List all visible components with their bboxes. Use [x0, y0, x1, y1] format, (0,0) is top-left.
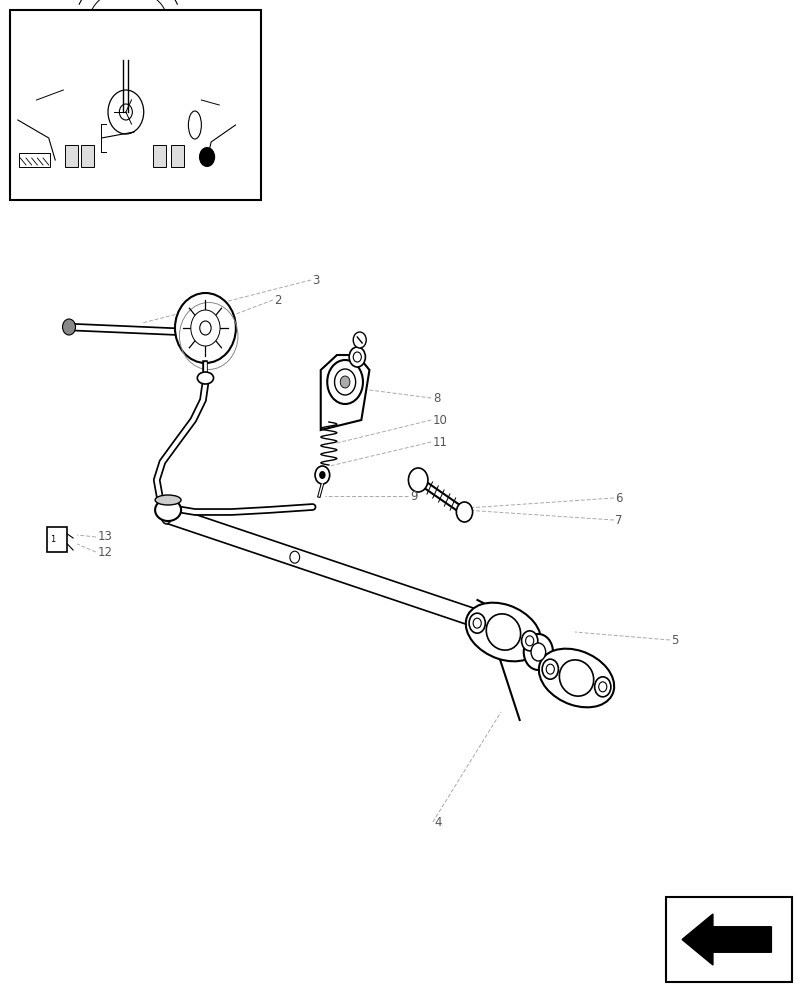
Text: 5: 5 [671, 634, 678, 647]
Circle shape [408, 468, 427, 492]
Ellipse shape [155, 499, 181, 521]
Circle shape [353, 352, 361, 362]
Circle shape [340, 376, 350, 388]
Circle shape [521, 631, 537, 651]
Circle shape [598, 682, 606, 692]
Bar [81, 145, 94, 167]
Bar [170, 145, 183, 167]
Ellipse shape [486, 614, 520, 650]
Bar [47, 527, 67, 552]
Ellipse shape [188, 111, 201, 139]
Circle shape [349, 347, 365, 367]
Polygon shape [681, 914, 770, 965]
Text: 8: 8 [432, 391, 440, 404]
Ellipse shape [539, 649, 613, 707]
Ellipse shape [466, 603, 540, 661]
Text: 3: 3 [312, 273, 320, 286]
Text: 13: 13 [97, 530, 112, 544]
Ellipse shape [481, 612, 492, 632]
Circle shape [525, 636, 533, 646]
Circle shape [353, 332, 366, 348]
Text: 7: 7 [615, 514, 622, 526]
Circle shape [315, 466, 329, 484]
Bar [10, 10, 261, 200]
Bar [65, 145, 78, 167]
Circle shape [327, 360, 363, 404]
Text: 6: 6 [615, 491, 622, 504]
Bar [19, 153, 50, 167]
Circle shape [469, 613, 485, 633]
Circle shape [319, 471, 325, 479]
Text: 9: 9 [410, 489, 417, 502]
Ellipse shape [559, 660, 593, 696]
Circle shape [473, 618, 481, 628]
Text: 4: 4 [434, 816, 441, 828]
Circle shape [456, 502, 472, 522]
Circle shape [199, 147, 215, 167]
Bar [152, 145, 165, 167]
Bar [665, 897, 791, 982]
Circle shape [546, 664, 554, 674]
Circle shape [200, 321, 211, 335]
Text: 1: 1 [50, 536, 55, 544]
Circle shape [523, 634, 552, 670]
Circle shape [542, 659, 558, 679]
Circle shape [334, 369, 355, 395]
Ellipse shape [161, 504, 172, 524]
Polygon shape [320, 355, 369, 430]
Circle shape [62, 319, 75, 335]
Ellipse shape [155, 495, 181, 505]
Circle shape [530, 643, 545, 661]
Circle shape [290, 551, 299, 563]
Ellipse shape [175, 293, 236, 363]
Ellipse shape [197, 372, 213, 384]
Circle shape [594, 677, 610, 697]
Circle shape [191, 310, 220, 346]
Text: 12: 12 [97, 546, 112, 558]
Text: 2: 2 [274, 294, 281, 306]
Text: 10: 10 [432, 414, 447, 426]
Text: 11: 11 [432, 436, 447, 448]
